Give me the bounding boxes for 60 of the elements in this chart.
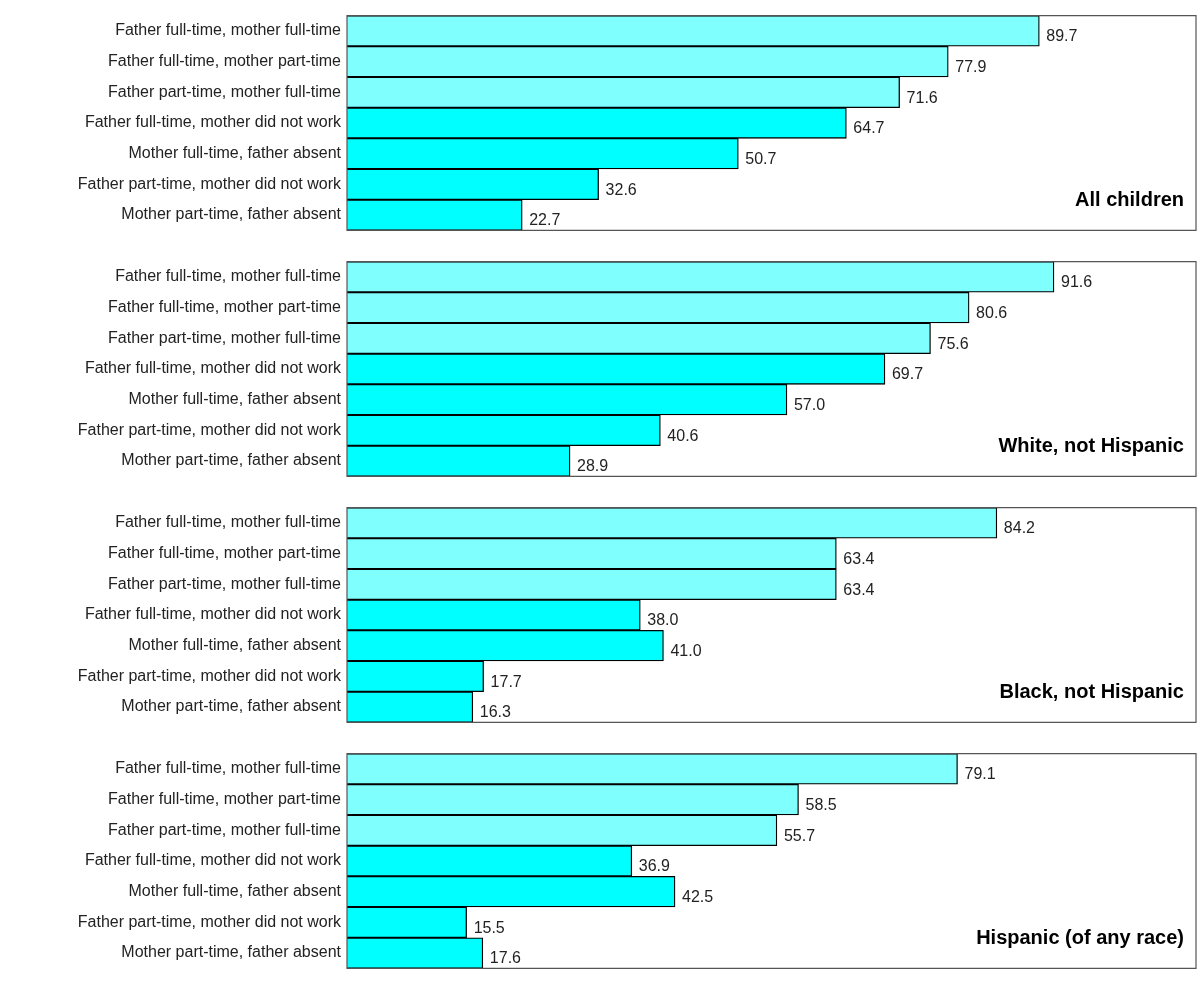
text: Black, not Hispanic [999, 680, 1184, 703]
data-label: 69.7 [891, 365, 924, 383]
text: Hispanic (of any race) [976, 926, 1184, 949]
data-label: 22.7 [529, 211, 561, 229]
y-tick-label: Father full-time, mother full-time [115, 21, 342, 39]
y-tick-label: Father full-time, mother did not work [84, 605, 342, 623]
y-tick-label: Father part-time, mother full-time [108, 820, 342, 838]
data-label: 58.5 [805, 796, 837, 814]
y-tick-label: Mother full-time, father absent [128, 144, 342, 162]
data-label: 77.9 [955, 58, 987, 76]
y-tick-label: Father part-time, mother full-time [108, 574, 342, 592]
y-tick-label: Father part-time, mother did not work [77, 666, 342, 684]
y-tick-label: Mother part-time, father absent [121, 205, 342, 223]
data-label: 63.4 [843, 550, 875, 568]
y-tick-label: Mother full-time, father absent [128, 882, 342, 900]
text: White, not Hispanic [998, 434, 1184, 457]
data-label: 64.7 [853, 119, 885, 137]
y-tick-label: Father full-time, mother full-time [115, 267, 342, 285]
y-tick-label: Father full-time, mother part-time [108, 790, 342, 808]
y-tick-label: Father full-time, mother full-time [115, 759, 342, 777]
y-tick-label: Father full-time, mother did not work [84, 359, 342, 377]
data-label: 15.5 [473, 918, 505, 936]
text: All children [1075, 188, 1184, 211]
data-label: 17.7 [490, 672, 522, 690]
y-tick-label: Father part-time, mother did not work [77, 912, 342, 930]
y-tick-label: Mother full-time, father absent [128, 390, 342, 408]
data-label: 75.6 [937, 334, 969, 352]
data-label: 91.6 [1060, 273, 1093, 291]
y-tick-label: Father full-time, mother did not work [84, 113, 342, 131]
data-label: 71.6 [906, 88, 938, 106]
data-label: 89.7 [1046, 27, 1078, 45]
data-label: 50.7 [745, 150, 777, 168]
data-label: 57.0 [793, 396, 826, 414]
y-tick-label: Father full-time, mother part-time [108, 544, 342, 562]
y-tick-label: Father part-time, mother full-time [108, 82, 342, 100]
data-label: 16.3 [479, 703, 512, 721]
data-label: 84.2 [1003, 519, 1036, 537]
data-label: 80.6 [976, 304, 1008, 322]
y-tick-label: Father part-time, mother full-time [108, 328, 342, 346]
data-label: 63.4 [843, 580, 875, 598]
data-label: 55.7 [783, 826, 816, 844]
data-label: 79.1 [964, 765, 996, 783]
data-label: 41.0 [670, 642, 702, 660]
y-tick-label: Father full-time, mother full-time [115, 513, 342, 531]
y-tick-label: Mother full-time, father absent [128, 636, 342, 654]
y-tick-label: Mother part-time, father absent [121, 943, 342, 961]
y-tick-label: Father full-time, mother part-time [108, 52, 342, 70]
data-label: 36.9 [638, 857, 671, 875]
y-tick-label: Father part-time, mother did not work [77, 420, 342, 438]
y-tick-label: Mother part-time, father absent [121, 697, 342, 715]
data-label: 32.6 [605, 180, 637, 198]
data-label: 28.9 [577, 457, 609, 475]
data-label: 42.5 [682, 888, 714, 906]
y-tick-label: Father full-time, mother did not work [84, 851, 342, 869]
y-tick-label: Mother part-time, father absent [121, 451, 342, 469]
data-label: 17.6 [489, 949, 522, 967]
data-label: 40.6 [667, 426, 699, 444]
data-label: 38.0 [647, 611, 679, 629]
y-tick-label: Father part-time, mother did not work [77, 174, 342, 192]
y-tick-label: Father full-time, mother part-time [108, 298, 342, 316]
